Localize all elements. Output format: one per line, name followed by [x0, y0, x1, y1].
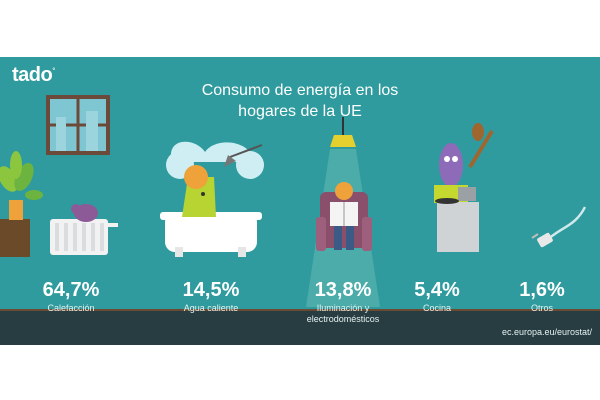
headline-line-2: hogares de la UE: [238, 103, 362, 120]
logo-mark: °: [52, 66, 55, 76]
stat-value: 14,5%: [182, 279, 240, 301]
stat-label: Cocina: [422, 303, 451, 313]
stat-label: Iluminación y: [316, 303, 370, 313]
stat-hot-water: 14,5% Agua caliente: [168, 279, 254, 314]
bathtub-icon: [160, 141, 264, 257]
stat-lighting-appliances: 13,8% Iluminación y electrodomésticos: [295, 279, 391, 325]
stat-value: 13,8%: [314, 279, 372, 301]
stat-value: 64,7%: [42, 279, 100, 301]
stat-cooking: 5,4% Cocina: [402, 279, 472, 314]
headline: Consumo de energía en los hogares de la …: [170, 80, 430, 122]
logo-text: tado: [12, 64, 53, 86]
stat-others: 1,6% Otros: [512, 279, 572, 314]
stat-label: Otros: [530, 303, 553, 313]
window-icon: [46, 95, 110, 155]
armchair-reader-icon: [316, 182, 372, 251]
stat-value: 1,6%: [519, 279, 565, 301]
source-citation: ec.europa.eu/eurostat/: [501, 327, 592, 337]
stat-label: Calefacción: [47, 303, 95, 313]
radiator-icon: [50, 204, 118, 255]
stat-heating: 64,7% Calefacción: [28, 279, 114, 314]
stats-bar: [0, 311, 600, 345]
stat-label: Agua caliente: [183, 303, 239, 313]
headline-line-1: Consumo de energía en los: [201, 82, 399, 99]
plant-icon: [0, 151, 43, 257]
stat-value: 5,4%: [414, 279, 460, 301]
plug-icon: [531, 206, 587, 248]
stat-label-line-2: electrodomésticos: [306, 314, 380, 324]
scene-illustration: [0, 95, 587, 307]
tado-logo: tado°: [12, 64, 55, 87]
cook-character-icon: [434, 123, 494, 252]
